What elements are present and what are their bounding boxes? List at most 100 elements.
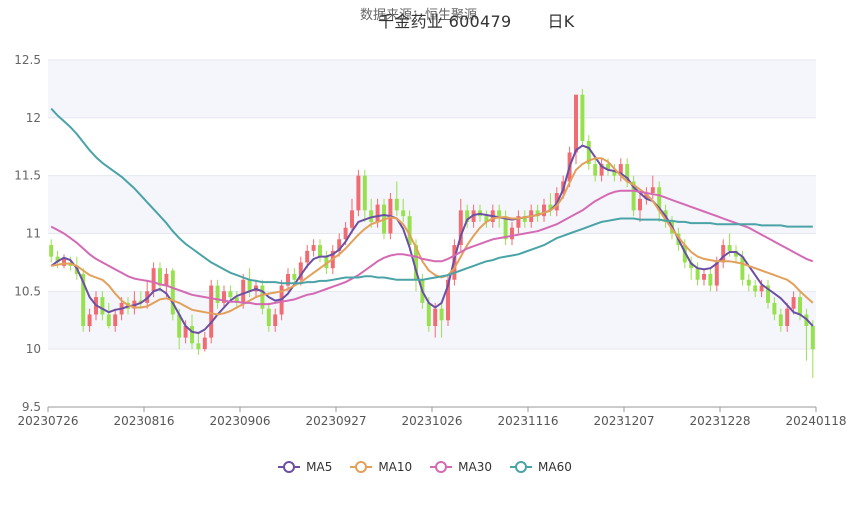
candle-body <box>286 273 290 286</box>
legend-label: MA60 <box>538 460 572 474</box>
x-tick-label: 20231116 <box>497 414 558 428</box>
candle-body <box>746 279 751 286</box>
grid-band <box>48 175 816 234</box>
candle-body <box>394 198 399 211</box>
candle-body <box>631 181 636 211</box>
candle-body <box>407 216 412 246</box>
x-tick-label: 20231228 <box>689 414 750 428</box>
y-tick-label: 11 <box>26 227 41 241</box>
candle-body <box>791 297 796 309</box>
candle-body <box>183 326 188 338</box>
candle-body <box>810 326 815 350</box>
candle-body <box>503 216 508 240</box>
candle-body <box>702 273 706 280</box>
candle-body <box>650 187 655 194</box>
candle-body <box>202 337 207 350</box>
y-tick-label: 9.5 <box>22 400 41 414</box>
kline-chart[interactable]: 9.5 10 10.5 11 11.5 12 12.5 20230726 20230816 202… <box>0 0 850 450</box>
chart-legend: MA5 MA10 MA30 MA60 <box>0 460 850 474</box>
candle-body <box>151 268 156 292</box>
candle-body <box>753 285 758 292</box>
candle-body <box>458 210 463 246</box>
candle-body <box>542 204 546 217</box>
candle-body <box>586 140 591 165</box>
grid-band <box>48 60 816 118</box>
candle-body <box>311 245 316 251</box>
candle-body <box>350 210 354 228</box>
candle-body <box>772 302 777 315</box>
candle-body <box>100 297 105 315</box>
legend-label: MA10 <box>378 460 413 474</box>
legend-swatch-icon <box>278 461 301 473</box>
candle-body <box>247 279 252 292</box>
candle-body <box>740 256 745 280</box>
candle-body <box>766 285 770 303</box>
candle-body <box>580 94 585 141</box>
candle-body <box>721 245 726 263</box>
candle-body <box>177 314 182 338</box>
x-tick-label: 20230816 <box>113 414 174 428</box>
y-tick-label: 10 <box>26 342 41 356</box>
candle-body <box>362 175 367 211</box>
x-tick-label: 20240118 <box>785 414 846 428</box>
legend-label: MA5 <box>306 460 333 474</box>
ma10-line <box>51 157 814 316</box>
y-tick-label: 11.5 <box>14 169 41 183</box>
candle-body <box>55 256 60 263</box>
candle-body <box>644 193 649 199</box>
candle-body <box>695 268 700 280</box>
y-tick-label: 10.5 <box>14 284 41 298</box>
candle-body <box>273 314 278 327</box>
legend-item-ma60[interactable]: MA60 <box>510 460 572 474</box>
legend-item-ma30[interactable]: MA30 <box>430 460 492 474</box>
candle-body <box>260 285 265 309</box>
candle-body <box>298 262 303 280</box>
candle-body <box>535 210 540 217</box>
candle-body <box>708 273 713 286</box>
candle-body <box>606 164 610 170</box>
candle-body <box>714 262 719 286</box>
candle-body <box>215 285 220 303</box>
candle-body <box>209 285 214 338</box>
candle-body <box>164 273 169 286</box>
candle-body <box>375 204 380 222</box>
candle-body <box>759 285 764 292</box>
candle-body <box>369 210 374 222</box>
candle-body <box>510 227 514 240</box>
candle-body <box>484 216 489 222</box>
candle-body <box>612 169 617 176</box>
candle-body <box>113 314 118 327</box>
legend-item-ma10[interactable]: MA10 <box>350 460 412 474</box>
x-tick-label: 20231026 <box>401 414 462 428</box>
candle-body <box>798 297 802 315</box>
x-tick-label: 20230906 <box>209 414 270 428</box>
candle-body <box>638 198 642 211</box>
candle-body <box>170 270 175 315</box>
candle-body <box>158 268 162 286</box>
candle-body <box>190 326 194 344</box>
candle-body <box>305 250 310 263</box>
candle-body <box>241 279 246 303</box>
candle-body <box>81 273 86 327</box>
y-tick-label: 12.5 <box>14 53 41 67</box>
period-label: 日K <box>547 12 575 31</box>
candle-body <box>228 291 233 298</box>
y-tick-label: 12 <box>26 111 41 125</box>
candle-body <box>618 164 623 176</box>
candle-body <box>599 164 604 176</box>
candle-body <box>337 239 342 251</box>
candle-body <box>343 227 348 240</box>
candle-body <box>625 164 630 182</box>
candle-body <box>401 210 406 217</box>
candle-body <box>222 291 226 303</box>
candle-body <box>318 245 322 257</box>
ma5-line <box>50 144 814 334</box>
candle-body <box>87 314 92 327</box>
candle-body <box>292 273 297 280</box>
candle-body <box>234 297 239 303</box>
candle-body <box>196 343 201 350</box>
candle-body <box>62 258 66 266</box>
candle-body <box>106 314 111 327</box>
legend-item-ma5[interactable]: MA5 <box>278 460 332 474</box>
candle-body <box>497 210 502 217</box>
